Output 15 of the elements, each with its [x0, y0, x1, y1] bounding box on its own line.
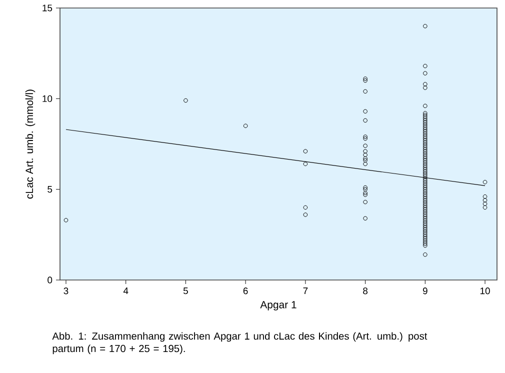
x-tick-label: 6 — [243, 288, 248, 294]
y-tick-label: 0 — [48, 276, 52, 284]
caption: Abb. 1: Zusammenhang zwischen Apgar 1 und cLac des Kindes (Art. umb.) post partum (n = 170 + 25 = 195). — [52, 332, 428, 354]
y-tick-label: 15 — [42, 4, 52, 12]
x-tick-label: 4 — [123, 288, 128, 294]
x-tick-label: 10 — [480, 288, 490, 294]
x-tick-label: 7 — [303, 288, 308, 294]
x-tick-label: 3 — [64, 288, 68, 294]
x-axis-title: Apgar 1 — [260, 301, 296, 310]
x-tick-label: 9 — [422, 288, 428, 294]
y-axis-title: cLac Art. umb. (mmol/l) — [25, 90, 36, 199]
y-tick-label: 10 — [42, 95, 52, 102]
x-tick-label: 5 — [183, 288, 188, 294]
x-tick-label: 8 — [363, 288, 368, 294]
y-tick-label: 5 — [48, 186, 52, 193]
